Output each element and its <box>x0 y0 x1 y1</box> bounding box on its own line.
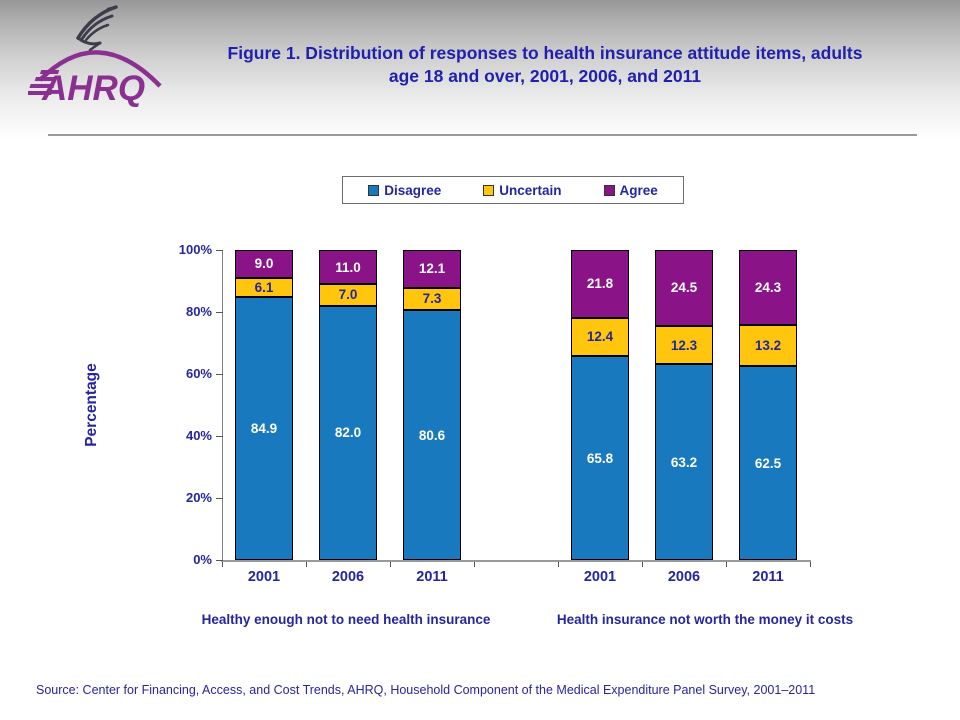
bar-value-label: 65.8 <box>586 450 614 466</box>
y-axis-tick <box>216 436 223 437</box>
bar-value-label: 6.1 <box>254 279 274 295</box>
bar-value-label: 13.2 <box>754 338 782 354</box>
x-axis-year-label: 2011 <box>416 569 448 585</box>
bar-segment-agree: 21.8 <box>571 250 629 318</box>
bar-segment-disagree: 84.9 <box>235 296 293 560</box>
y-axis-line <box>222 250 223 561</box>
y-tick-label: 60% <box>185 366 212 381</box>
bar-value-label: 12.1 <box>418 261 446 277</box>
bar-segment-disagree: 63.2 <box>655 364 713 560</box>
bar-segment-agree: 24.3 <box>739 250 797 326</box>
bar-value-label: 80.6 <box>418 427 446 443</box>
x-axis-tick <box>222 562 223 567</box>
bar-segment-disagree: 80.6 <box>403 310 461 560</box>
x-axis-tick <box>474 562 475 567</box>
x-axis-year-label: 2006 <box>331 569 365 585</box>
x-axis-tick <box>390 562 391 567</box>
y-axis-tick <box>216 312 223 313</box>
chart-legend: Disagree Uncertain Agree <box>342 176 684 204</box>
x-axis-year-label: 2006 <box>667 569 701 585</box>
bar-segment-uncertain: 6.1 <box>235 277 293 297</box>
bar-value-label: 63.2 <box>670 454 698 470</box>
ahrq-logo-mark: AHRQ <box>28 50 162 108</box>
y-axis-tick <box>216 374 223 375</box>
legend-label: Uncertain <box>499 182 562 198</box>
x-axis-tick <box>306 562 307 567</box>
group-label-healthy-enough: Healthy enough not to need health insura… <box>201 612 491 627</box>
bar-segment-uncertain: 7.0 <box>319 284 377 306</box>
bar-value-label: 24.3 <box>754 280 782 296</box>
y-tick-label: 100% <box>178 242 212 257</box>
legend-item-uncertain: Uncertain <box>483 182 562 198</box>
x-axis-year-label: 2001 <box>247 569 281 585</box>
y-tick-label: 40% <box>185 428 212 443</box>
bar-segment-agree: 24.5 <box>655 250 713 326</box>
plot-area: 0% 20% 40% 60% 80% 100% 84.9 6.1 9.0 2001 82.0 7.0 1… <box>179 242 811 585</box>
x-axis-year-label: 2001 <box>583 569 617 585</box>
bar-value-label: 84.9 <box>250 420 278 436</box>
y-axis-tick <box>216 560 223 561</box>
agree-swatch-icon <box>603 184 615 196</box>
bar-value-label: 12.4 <box>586 329 614 345</box>
uncertain-swatch-icon <box>483 184 495 196</box>
bar-value-label: 9.0 <box>254 256 274 272</box>
legend-label: Disagree <box>384 182 442 198</box>
bar-value-label: 82.0 <box>334 425 362 441</box>
legend-label: Agree <box>619 182 658 198</box>
bar-segment-agree: 9.0 <box>235 250 293 278</box>
group-label-not-worth-money: Health insurance not worth the money it … <box>556 612 854 627</box>
y-tick-label: 20% <box>185 490 212 505</box>
bar-segment-disagree: 62.5 <box>739 366 797 560</box>
y-axis-tick <box>216 250 223 251</box>
bar-segment-uncertain: 12.3 <box>655 325 713 365</box>
bar-value-label: 24.5 <box>670 280 698 296</box>
x-axis-tick <box>642 562 643 567</box>
bar-value-label: 7.3 <box>422 291 442 307</box>
header-banner: AHRQ <box>0 0 960 140</box>
x-axis-tick <box>810 562 811 567</box>
x-axis-tick <box>726 562 727 567</box>
bar-segment-uncertain: 7.3 <box>403 287 461 311</box>
bar-segment-uncertain: 12.4 <box>571 317 629 357</box>
bar-segment-uncertain: 13.2 <box>739 325 797 367</box>
disagree-swatch-icon <box>368 184 380 196</box>
x-axis-tick <box>558 562 559 567</box>
bar-value-label: 12.3 <box>670 337 698 353</box>
x-axis-year-label: 2011 <box>752 569 784 585</box>
y-axis-tick <box>216 498 223 499</box>
source-note: Source: Center for Financing, Access, an… <box>36 683 816 697</box>
x-axis-line <box>221 560 811 562</box>
bar-segment-disagree: 65.8 <box>571 356 629 560</box>
ahrq-logo: AHRQ <box>28 5 162 108</box>
bar-value-label: 62.5 <box>754 455 782 471</box>
bar-segment-agree: 11.0 <box>319 250 377 285</box>
bar-value-label: 11.0 <box>335 259 361 275</box>
legend-item-disagree: Disagree <box>368 183 441 198</box>
y-tick-label: 80% <box>185 304 212 319</box>
bar-value-label: 21.8 <box>586 276 614 292</box>
bar-value-label: 7.0 <box>338 287 358 303</box>
figure-title: Figure 1. Distribution of responses to h… <box>227 43 863 86</box>
bar-segment-agree: 12.1 <box>403 250 461 288</box>
legend-item-agree: Agree <box>603 182 658 198</box>
ahrq-logo-text: AHRQ <box>41 69 145 108</box>
hhs-eagle-icon <box>76 5 118 52</box>
header-divider-line <box>48 134 917 136</box>
bar-segment-disagree: 82.0 <box>319 305 377 560</box>
y-tick-label: 0% <box>193 552 212 567</box>
y-axis-title: Percentage <box>83 363 100 447</box>
